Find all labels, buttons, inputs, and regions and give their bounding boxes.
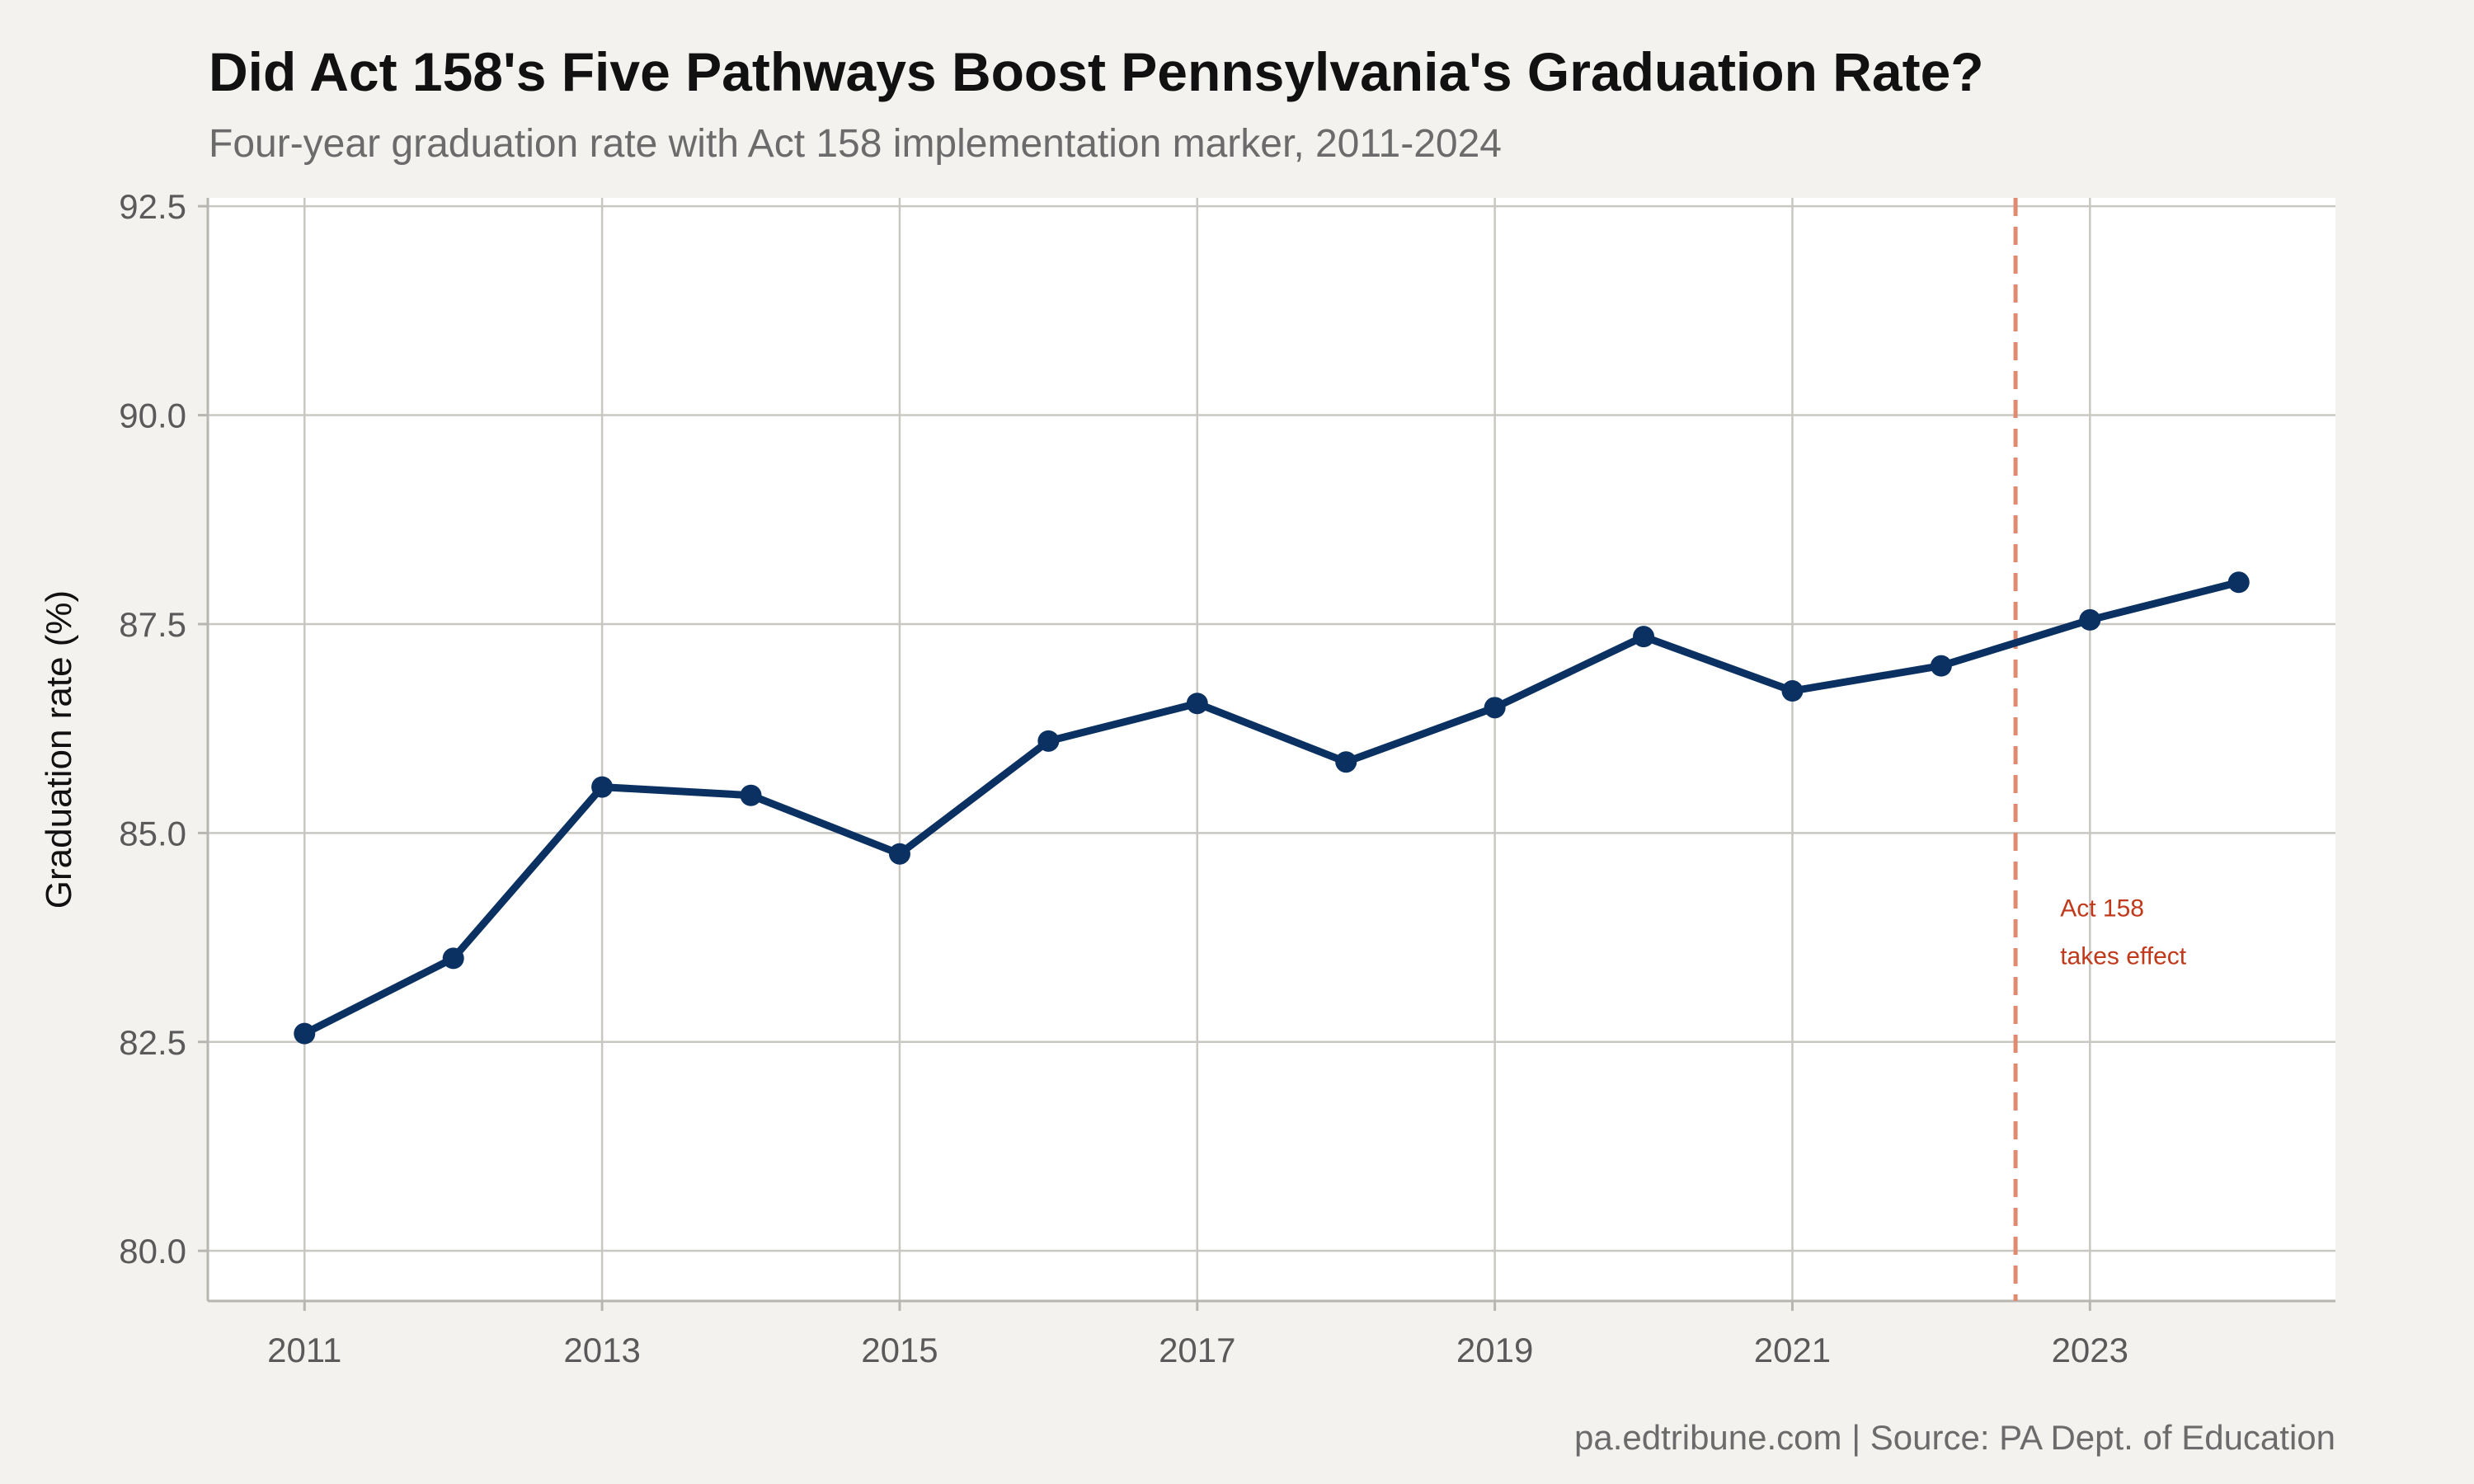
chart-caption: pa.edtribune.com | Source: PA Dept. of E… (1574, 1418, 2335, 1457)
chart-subtitle: Four-year graduation rate with Act 158 i… (209, 122, 1502, 166)
tick-labels: 80.0 82.5 85.0 87.5 90.0 92.5 2011 2013 2015 2017… (119, 187, 2128, 1369)
x-tick-label: 2017 (1159, 1331, 1235, 1369)
data-point-2022 (1930, 655, 1952, 677)
data-point-2018 (1335, 751, 1357, 773)
data-point-2021 (1781, 680, 1804, 702)
x-tick-label: 2019 (1456, 1331, 1533, 1369)
data-point-2024 (2227, 571, 2250, 594)
plot-panel (208, 198, 2335, 1301)
reference-marker: Act 158 takes effect (2013, 198, 2187, 1301)
data-point-2011 (294, 1022, 316, 1045)
data-point-2012 (442, 947, 464, 970)
y-tick-label: 82.5 (119, 1023, 186, 1062)
data-point-2019 (1484, 697, 1506, 719)
data-point-2016 (1037, 730, 1060, 752)
y-axis-title: Graduation rate (%) (39, 590, 79, 909)
x-tick-label: 2013 (563, 1331, 640, 1369)
y-tick-label: 92.5 (119, 187, 186, 226)
x-tick-label: 2015 (861, 1331, 938, 1369)
data-point-2023 (2079, 608, 2101, 631)
y-tick-label: 90.0 (119, 397, 186, 435)
data-point-2014 (740, 784, 762, 806)
y-tick-label: 87.5 (119, 605, 186, 644)
graduation-rate-line (300, 578, 2243, 1038)
y-tick-label: 85.0 (119, 814, 186, 852)
act-158-annotation: Act 158 (2060, 895, 2144, 923)
x-tick-label: 2011 (267, 1331, 341, 1369)
x-tick-label: 2023 (2052, 1331, 2128, 1369)
axes (198, 198, 2335, 1311)
series-layer (294, 571, 2250, 1045)
data-point-2020 (1633, 626, 1655, 648)
gridlines (208, 198, 2335, 1301)
act-158-annotation: takes effect (2060, 943, 2187, 970)
data-point-2015 (888, 843, 910, 865)
data-point-2017 (1186, 693, 1208, 715)
chart-title: Did Act 158's Five Pathways Boost Pennsy… (209, 41, 1984, 102)
y-tick-label: 80.0 (119, 1232, 186, 1270)
data-point-2013 (591, 776, 614, 798)
x-tick-label: 2021 (1754, 1331, 1831, 1369)
